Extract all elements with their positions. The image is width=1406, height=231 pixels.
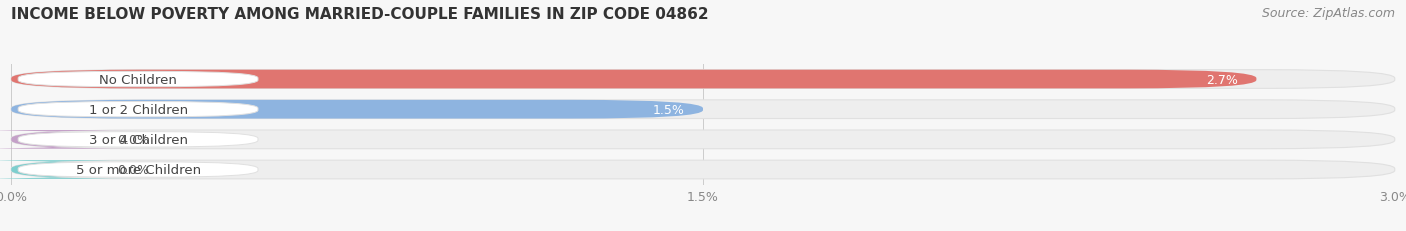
Text: Source: ZipAtlas.com: Source: ZipAtlas.com [1261, 7, 1395, 20]
FancyBboxPatch shape [18, 162, 257, 177]
FancyBboxPatch shape [11, 131, 1395, 149]
FancyBboxPatch shape [11, 70, 1395, 89]
Text: 0.0%: 0.0% [117, 163, 149, 176]
FancyBboxPatch shape [11, 100, 1395, 119]
Text: INCOME BELOW POVERTY AMONG MARRIED-COUPLE FAMILIES IN ZIP CODE 04862: INCOME BELOW POVERTY AMONG MARRIED-COUPL… [11, 7, 709, 22]
Text: 5 or more Children: 5 or more Children [76, 163, 201, 176]
FancyBboxPatch shape [18, 102, 257, 117]
FancyBboxPatch shape [0, 161, 141, 179]
Text: 1 or 2 Children: 1 or 2 Children [89, 103, 187, 116]
Text: 2.7%: 2.7% [1206, 73, 1237, 86]
FancyBboxPatch shape [11, 100, 703, 119]
FancyBboxPatch shape [0, 131, 141, 149]
FancyBboxPatch shape [18, 132, 257, 147]
FancyBboxPatch shape [18, 72, 257, 87]
Text: 1.5%: 1.5% [652, 103, 685, 116]
FancyBboxPatch shape [11, 70, 1257, 89]
Text: 3 or 4 Children: 3 or 4 Children [89, 133, 187, 146]
FancyBboxPatch shape [11, 161, 1395, 179]
Text: No Children: No Children [100, 73, 177, 86]
Text: 0.0%: 0.0% [117, 133, 149, 146]
